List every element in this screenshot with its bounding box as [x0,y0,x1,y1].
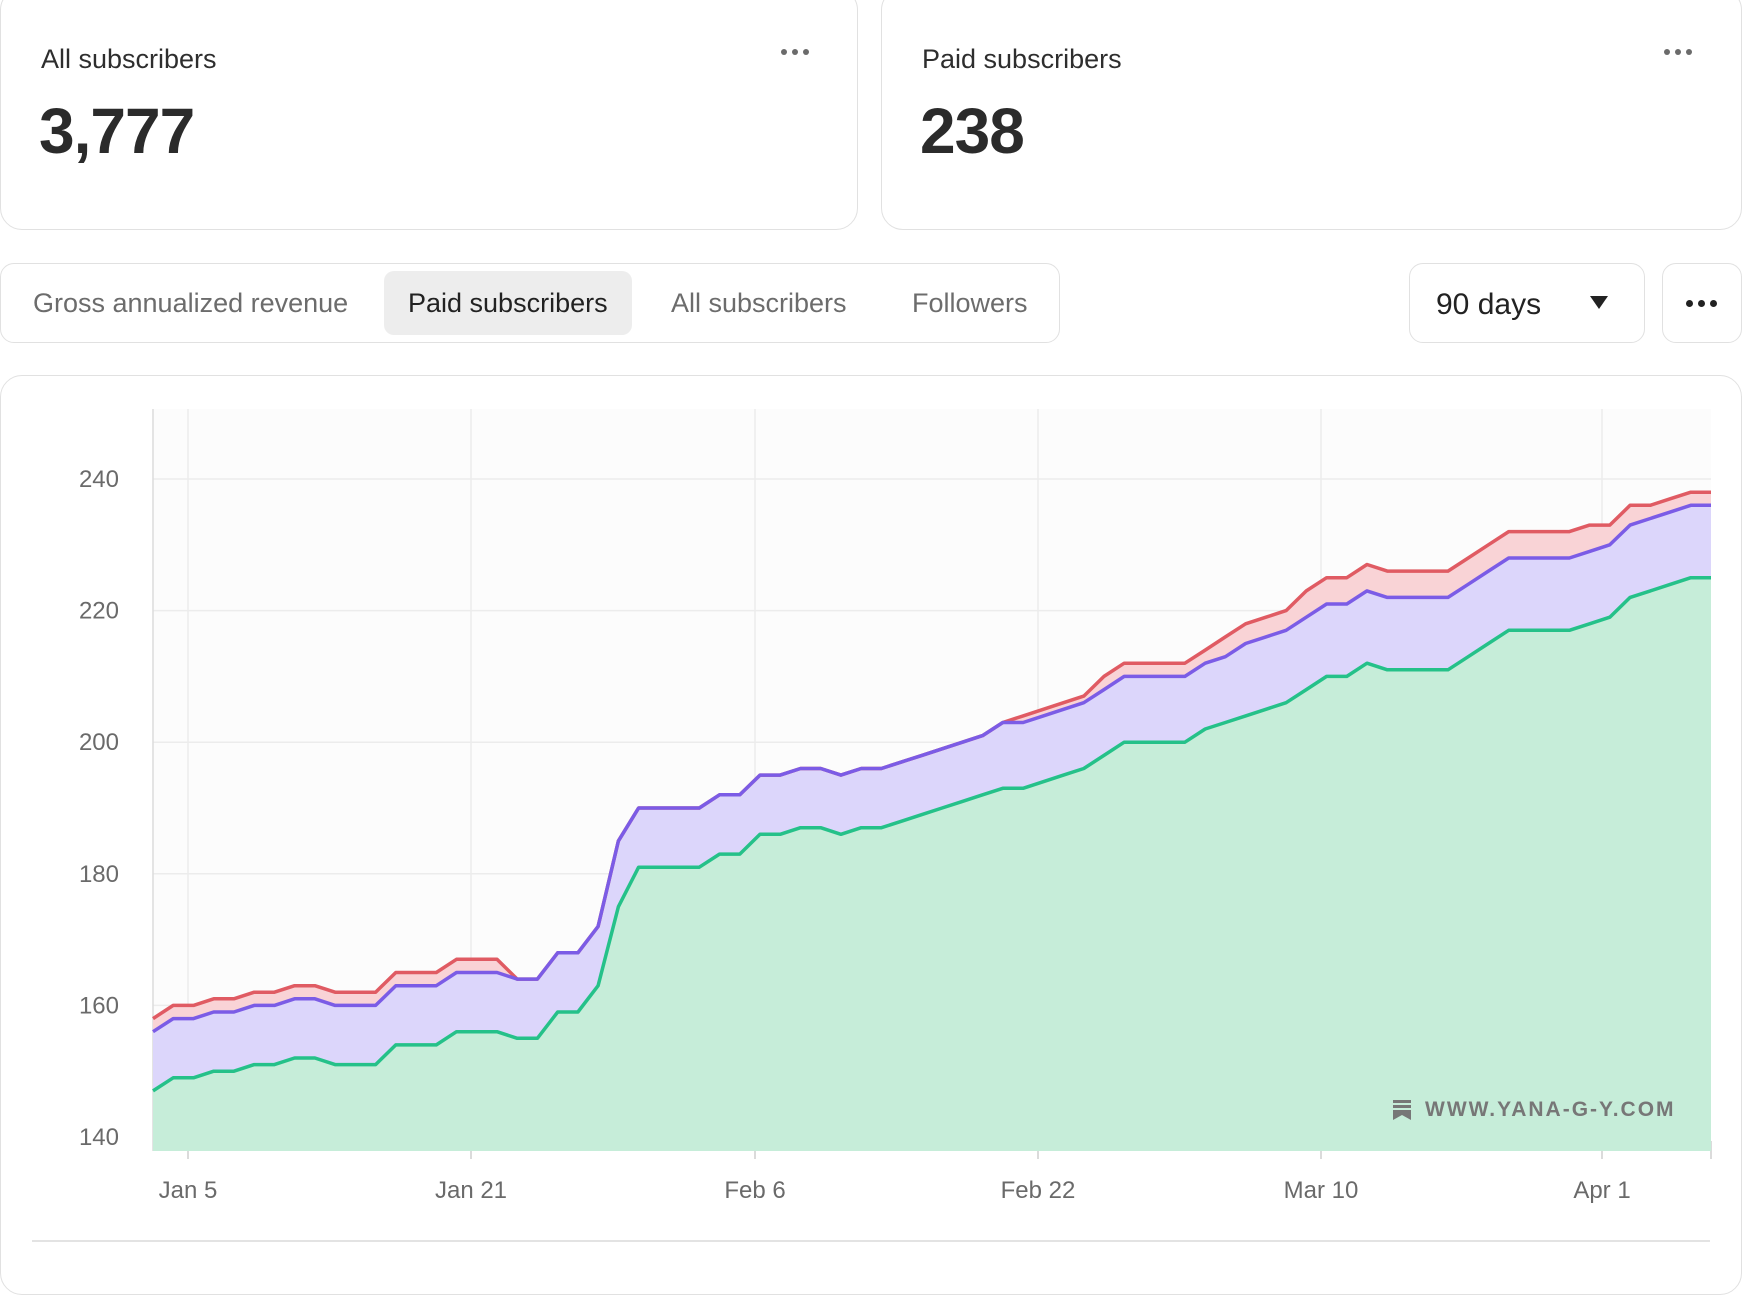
paid-subscribers-label: Paid subscribers [922,44,1122,74]
x-tick-label: Apr 1 [1573,1177,1630,1204]
x-tick-label: Jan 21 [435,1177,507,1204]
green-series-line [152,575,1711,1093]
y-tick-label: 220 [79,598,119,625]
more-horizontal-icon[interactable] [1664,49,1692,55]
tab-followers[interactable]: Followers [912,288,1028,318]
watermark: WWW.YANA-G-Y.COM [1393,1098,1676,1122]
divider [32,1240,1710,1242]
green-area [153,577,1711,1151]
x-tick-label: Feb 6 [724,1177,785,1204]
x-tick-label: Jan 5 [159,1177,218,1204]
all-subscribers-value: 3,777 [39,95,195,167]
x-tick-label: Feb 22 [1001,1177,1076,1204]
y-tick-label: 240 [79,466,119,493]
y-tick-label: 180 [79,861,119,888]
chart-card: 140 160 180 200 220 240 Jan 5 Jan 21 Feb 6 Feb 22… [0,375,1742,1295]
y-tick-label: 200 [79,729,119,756]
more-options-button[interactable] [1662,263,1742,343]
more-horizontal-icon [1686,300,1717,307]
y-tick-label: 140 [79,1124,119,1151]
y-tick-label: 160 [79,992,119,1019]
caret-down-icon [1590,296,1608,309]
watermark-text: WWW.YANA-G-Y.COM [1425,1098,1676,1121]
paid-subscribers-chart: 140 160 180 200 220 240 Jan 5 Jan 21 Feb 6 Feb 22… [79,409,1712,1204]
all-subscribers-card: All subscribers 3,777 [0,0,858,230]
purple-area [153,505,1711,1091]
tab-paid-subscribers[interactable]: Paid subscribers [384,271,632,335]
all-subscribers-label: All subscribers [41,44,217,74]
paid-subscribers-card: Paid subscribers 238 [881,0,1742,230]
more-horizontal-icon[interactable] [781,49,809,55]
purple-series-line [152,503,1711,1034]
range-select-label: 90 days [1436,288,1542,321]
red-area [153,492,1711,1032]
paid-subscribers-value: 238 [920,95,1025,167]
tab-all-subscribers[interactable]: All subscribers [671,288,847,318]
bookmark-icon [1393,1100,1411,1120]
tab-gross-annualized-revenue[interactable]: Gross annualized revenue [33,288,349,318]
range-select[interactable]: 90 days [1409,263,1645,343]
metric-tabs: Gross annualized revenue Paid subscriber… [0,263,1060,343]
x-tick-label: Mar 10 [1284,1177,1359,1204]
